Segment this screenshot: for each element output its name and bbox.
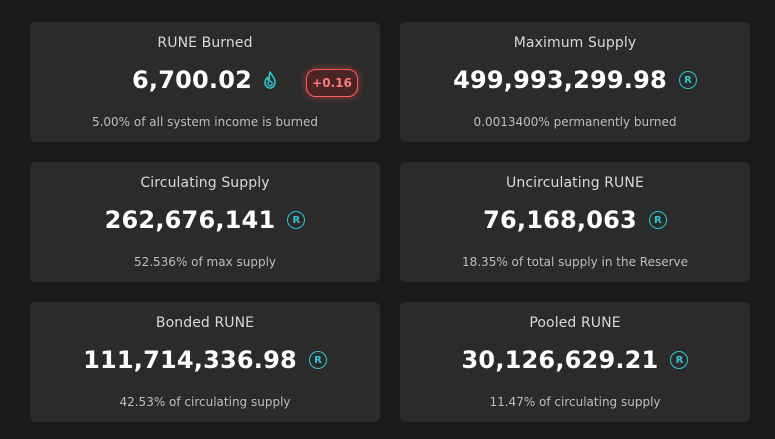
rune-icon: R: [678, 71, 697, 89]
card-subtitle: 11.47% of circulating supply: [489, 395, 661, 409]
card-subtitle: 42.53% of circulating supply: [119, 395, 291, 409]
card-value: 30,126,629.21: [461, 346, 659, 374]
stats-grid: RUNE Burned 6,700.02 +0.16 5.00% of all …: [30, 22, 750, 422]
card-value: 262,676,141: [104, 206, 276, 234]
card-value: 76,168,063: [483, 206, 637, 234]
card-subtitle: 18.35% of total supply in the Reserve: [461, 255, 689, 269]
card-value-row: 111,714,336.98 R: [30, 346, 380, 374]
card-subtitle: 0.0013400% permanently burned: [473, 115, 677, 129]
card-value: 111,714,336.98: [83, 346, 297, 374]
uncirculating-rune-card: Uncirculating RUNE 76,168,063 R 18.35% o…: [400, 162, 750, 282]
pooled-rune-card: Pooled RUNE 30,126,629.21 R 11.47% of ci…: [400, 302, 750, 422]
card-title: Bonded RUNE: [155, 315, 255, 331]
bonded-rune-card: Bonded RUNE 111,714,336.98 R 42.53% of c…: [30, 302, 380, 422]
card-subtitle: 5.00% of all system income is burned: [91, 115, 319, 129]
card-value-row: 30,126,629.21 R: [400, 346, 750, 374]
card-value: 499,993,299.98: [453, 66, 667, 94]
rune-icon: R: [648, 211, 667, 229]
card-title: Pooled RUNE: [529, 315, 621, 331]
card-subtitle: 52.536% of max supply: [133, 255, 277, 269]
card-value-row: 499,993,299.98 R: [400, 66, 750, 94]
rune-icon: R: [308, 351, 327, 369]
card-title: Uncirculating RUNE: [506, 175, 644, 191]
card-title: Maximum Supply: [513, 35, 637, 51]
card-value-row: 76,168,063 R: [400, 206, 750, 234]
fire-icon: [264, 71, 276, 89]
burn-delta-badge: +0.16: [306, 69, 358, 97]
card-value-row: 262,676,141 R: [30, 206, 380, 234]
rune-burned-card: RUNE Burned 6,700.02 +0.16 5.00% of all …: [30, 22, 380, 142]
card-title: RUNE Burned: [157, 35, 253, 51]
card-value: 6,700.02: [131, 66, 253, 94]
rune-icon: R: [287, 211, 306, 229]
maximum-supply-card: Maximum Supply 499,993,299.98 R 0.001340…: [400, 22, 750, 142]
card-value-row: 6,700.02: [30, 66, 380, 94]
rune-icon: R: [670, 351, 689, 369]
card-title: Circulating Supply: [140, 175, 270, 191]
circulating-supply-card: Circulating Supply 262,676,141 R 52.536%…: [30, 162, 380, 282]
